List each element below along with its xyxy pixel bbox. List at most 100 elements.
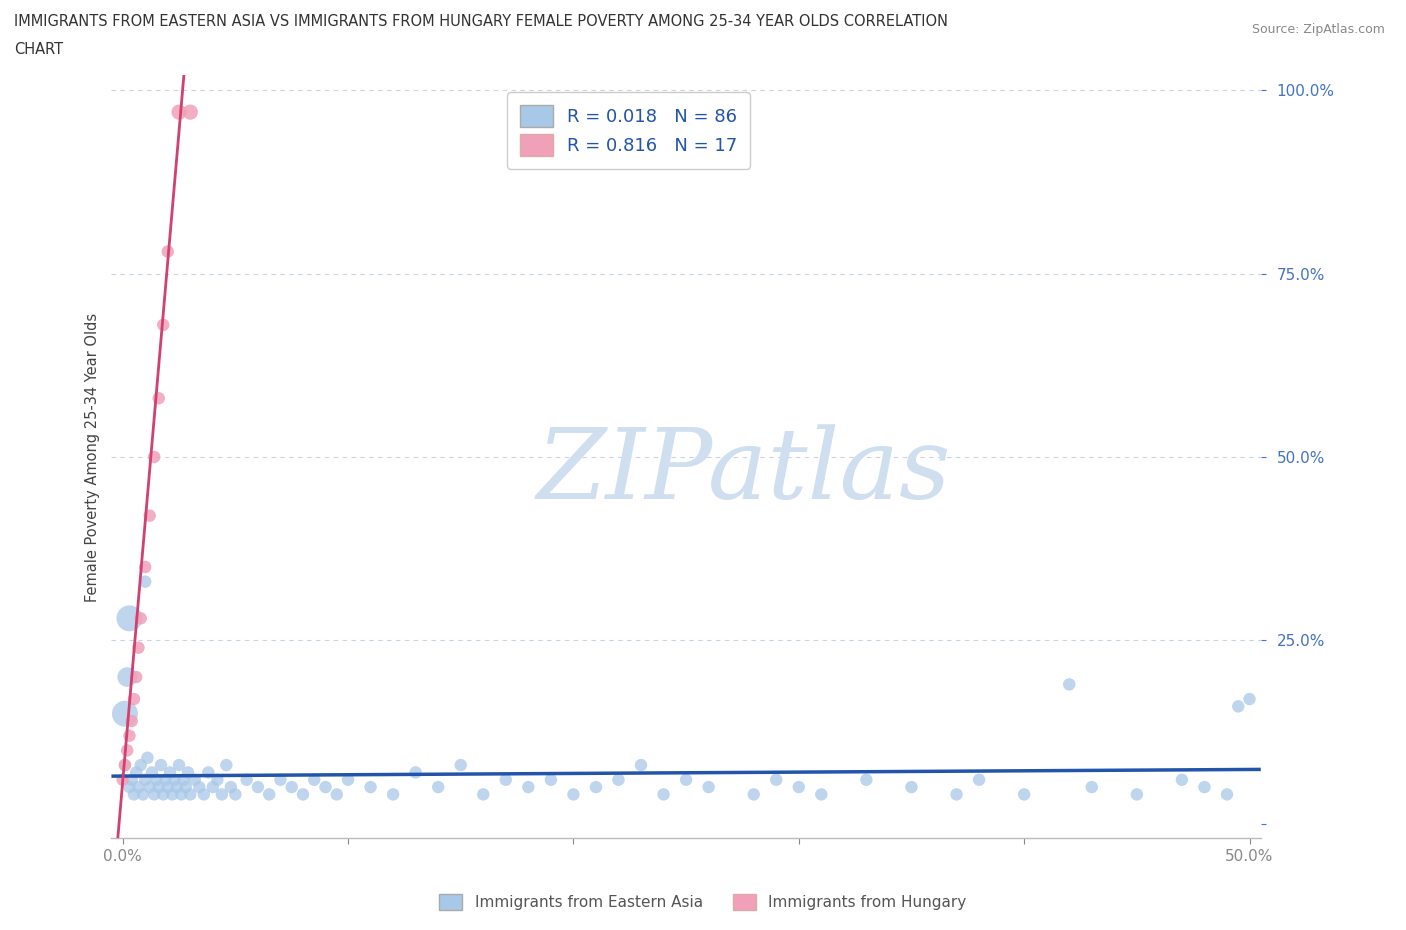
Point: [765, 772, 787, 787]
Point: [118, 728, 141, 743]
Point: [179, 787, 201, 802]
Point: [945, 787, 967, 802]
Point: [1227, 699, 1250, 714]
Point: [257, 787, 280, 802]
Point: [1126, 787, 1149, 802]
Point: [787, 779, 810, 794]
Point: [562, 787, 585, 802]
Point: [114, 758, 136, 773]
Point: [675, 772, 697, 787]
Point: [163, 772, 186, 787]
Point: [211, 787, 233, 802]
Point: [517, 779, 540, 794]
Point: [405, 765, 427, 780]
Point: [121, 772, 143, 787]
Point: [207, 772, 229, 787]
Point: [118, 611, 141, 626]
Point: [810, 787, 832, 802]
Point: [326, 787, 349, 802]
Point: [450, 758, 472, 773]
Point: [162, 787, 184, 802]
Point: [900, 779, 922, 794]
Point: [337, 772, 360, 787]
Point: [121, 713, 143, 728]
Point: [125, 765, 148, 780]
Point: [115, 670, 138, 684]
Point: [152, 787, 174, 802]
Point: [152, 317, 174, 332]
Point: [134, 772, 156, 787]
Point: [1057, 677, 1080, 692]
Point: [742, 787, 765, 802]
Point: [269, 772, 291, 787]
Text: ZIPatlas: ZIPatlas: [536, 425, 950, 520]
Point: [134, 574, 156, 589]
Point: [134, 560, 156, 575]
Point: [127, 779, 149, 794]
Point: [1194, 779, 1216, 794]
Point: [156, 779, 179, 794]
Point: [129, 758, 152, 773]
Point: [170, 787, 193, 802]
Point: [114, 758, 136, 773]
Point: [1216, 787, 1239, 802]
Point: [607, 772, 630, 787]
Point: [179, 105, 201, 120]
Point: [1081, 779, 1104, 794]
Text: IMMIGRANTS FROM EASTERN ASIA VS IMMIGRANTS FROM HUNGARY FEMALE POVERTY AMONG 25-: IMMIGRANTS FROM EASTERN ASIA VS IMMIGRAN…: [14, 14, 948, 29]
Point: [150, 758, 173, 773]
Point: [125, 670, 148, 684]
Point: [166, 779, 188, 794]
Point: [122, 787, 145, 802]
Point: [155, 772, 177, 787]
Point: [540, 772, 562, 787]
Y-axis label: Female Poverty Among 25-34 Year Olds: Female Poverty Among 25-34 Year Olds: [86, 312, 100, 602]
Point: [156, 244, 179, 259]
Point: [215, 758, 238, 773]
Point: [184, 772, 207, 787]
Point: [159, 765, 181, 780]
Point: [111, 772, 134, 787]
Point: [1239, 692, 1261, 707]
Point: [127, 640, 149, 655]
Point: [304, 772, 326, 787]
Point: [967, 772, 990, 787]
Legend: Immigrants from Eastern Asia, Immigrants from Hungary: Immigrants from Eastern Asia, Immigrants…: [432, 886, 974, 918]
Point: [136, 751, 159, 765]
Point: [114, 706, 136, 721]
Point: [1171, 772, 1194, 787]
Point: [115, 743, 138, 758]
Point: [585, 779, 607, 794]
Point: [472, 787, 495, 802]
Point: [197, 765, 219, 780]
Point: [193, 787, 215, 802]
Point: [138, 508, 160, 523]
Point: [291, 787, 314, 802]
Point: [246, 779, 269, 794]
Point: [219, 779, 242, 794]
Text: Source: ZipAtlas.com: Source: ZipAtlas.com: [1251, 23, 1385, 36]
Point: [855, 772, 877, 787]
Legend: R = 0.018   N = 86, R = 0.816   N = 17: R = 0.018 N = 86, R = 0.816 N = 17: [508, 92, 749, 168]
Point: [495, 772, 517, 787]
Point: [177, 765, 200, 780]
Point: [143, 787, 166, 802]
Point: [148, 779, 170, 794]
Point: [235, 772, 257, 787]
Point: [427, 779, 450, 794]
Point: [188, 779, 211, 794]
Point: [143, 449, 166, 464]
Point: [118, 779, 141, 794]
Point: [138, 779, 160, 794]
Point: [148, 391, 170, 405]
Text: CHART: CHART: [14, 42, 63, 57]
Point: [360, 779, 382, 794]
Point: [174, 779, 197, 794]
Point: [129, 611, 152, 626]
Point: [697, 779, 720, 794]
Point: [224, 787, 246, 802]
Point: [315, 779, 337, 794]
Point: [652, 787, 675, 802]
Point: [280, 779, 302, 794]
Point: [201, 779, 224, 794]
